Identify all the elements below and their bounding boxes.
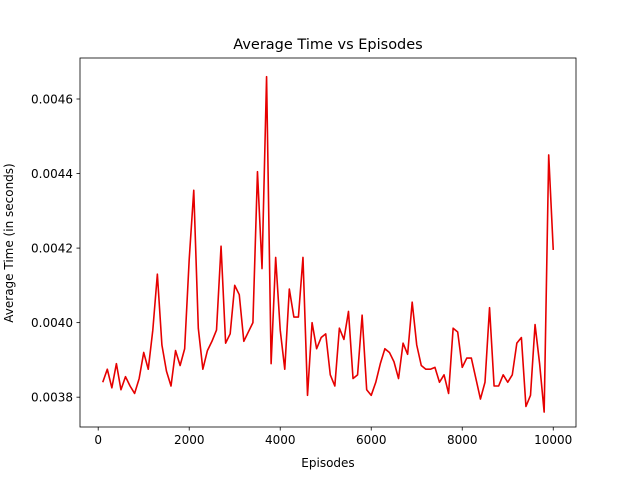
x-tick-label: 0	[94, 433, 102, 447]
x-axis-title: Episodes	[301, 456, 354, 470]
y-tick-label: 0.0040	[31, 316, 73, 330]
y-tick-label: 0.0046	[31, 92, 73, 106]
y-tick-label: 0.0044	[31, 167, 73, 181]
y-axis-title: Average Time (in seconds)	[2, 163, 16, 322]
x-tick-label: 8000	[447, 433, 478, 447]
axes-frame	[79, 57, 577, 428]
x-tick-label: 6000	[356, 433, 387, 447]
x-tick-label: 2000	[174, 433, 205, 447]
x-axis: 0 2000 4000 6000 8000 10000	[94, 427, 572, 447]
series-line	[101, 75, 555, 413]
y-axis: 0.0038 0.0040 0.0042 0.0044 0.0046	[31, 92, 80, 404]
y-tick-label: 0.0042	[31, 241, 73, 255]
y-tick-label: 0.0038	[31, 390, 73, 404]
plot-area	[101, 75, 555, 413]
x-tick-label: 4000	[265, 433, 296, 447]
chart-title: Average Time vs Episodes	[233, 37, 423, 53]
x-tick-label: 10000	[534, 433, 572, 447]
